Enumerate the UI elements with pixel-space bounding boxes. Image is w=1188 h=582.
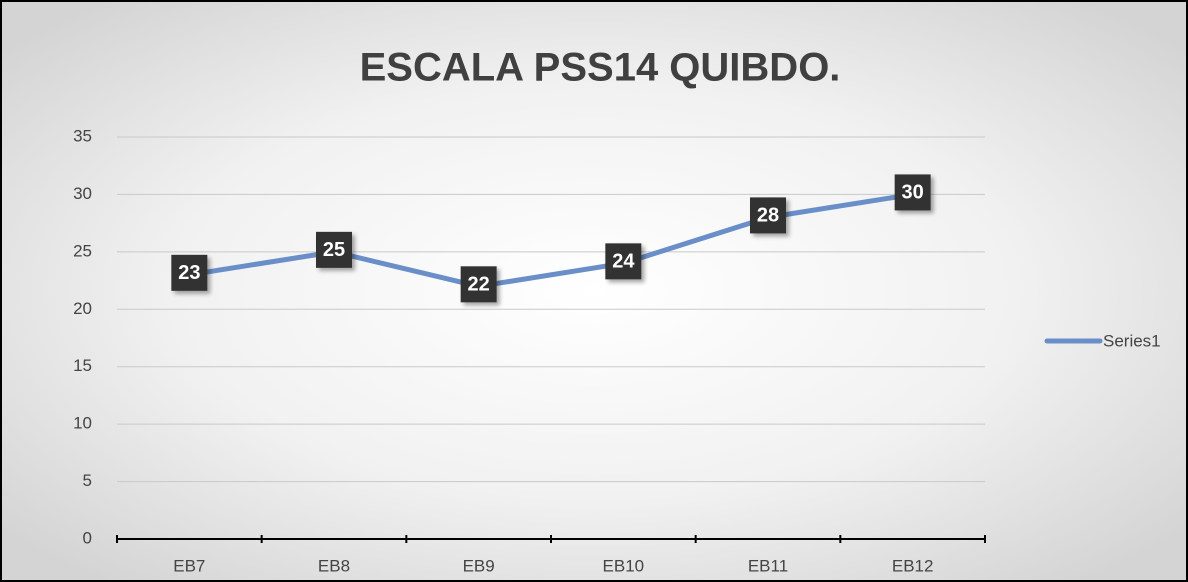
data-label: 30	[894, 174, 931, 211]
data-label-box	[460, 266, 497, 303]
data-label: 24	[605, 243, 642, 280]
y-tick-label: 30	[73, 184, 92, 203]
y-tick-label: 10	[73, 414, 92, 433]
line	[186, 191, 916, 289]
x-tick-label: EB8	[318, 556, 350, 575]
data-label-text: 22	[468, 274, 490, 296]
data-label-box	[750, 197, 786, 234]
y-tick-label: 5	[83, 471, 92, 490]
data-label: 23	[171, 254, 208, 291]
data-label-text: 24	[612, 251, 635, 273]
data-label: 22	[460, 266, 497, 303]
data-label-box	[316, 231, 352, 268]
data-label-text: 28	[757, 205, 779, 227]
data-label-text: 30	[902, 182, 924, 204]
data-label-text: 23	[178, 262, 200, 284]
x-tick-label: EB7	[173, 556, 205, 575]
legend-label: Series1	[1103, 331, 1161, 350]
x-tick-label: EB10	[603, 556, 645, 575]
data-label: 28	[750, 197, 786, 234]
y-tick-label: 25	[73, 241, 92, 260]
y-tick-label: 15	[73, 356, 92, 375]
y-tick-label: 0	[83, 528, 92, 547]
data-label-box	[894, 174, 931, 211]
x-tick-label: EB9	[463, 556, 495, 575]
data-label-box	[171, 254, 208, 291]
x-tick-label: EB12	[892, 556, 934, 575]
x-tick-label: EB11	[748, 556, 788, 575]
chart-title: ESCALA PSS14 QUIBDO.	[360, 46, 841, 90]
data-label: 25	[316, 231, 352, 268]
y-tick-label: 20	[73, 299, 92, 318]
data-label-text: 25	[323, 239, 345, 261]
data-label-box	[605, 243, 642, 280]
y-tick-label: 35	[73, 126, 92, 145]
